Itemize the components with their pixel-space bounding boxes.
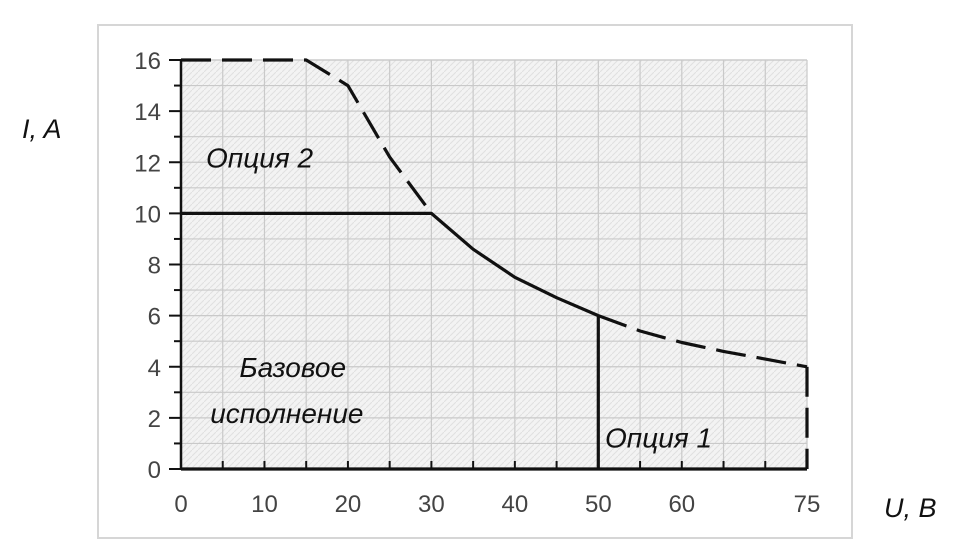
series-line-2 [181, 211, 599, 318]
y-tick-label: 8 [148, 253, 161, 280]
annotations: Опция 2 Базовое исполнение Опция 1 [206, 142, 712, 453]
y-tick-label: 12 [134, 150, 161, 177]
x-tick-label: 60 [668, 491, 695, 518]
y-tick-label: 16 [134, 48, 161, 75]
x-tick-label: 10 [251, 491, 278, 518]
tick-labels: 0 2 4 6 8 10 12 14 16 0 10 20 30 40 50 60 75 [134, 48, 820, 518]
y-tick-label: 2 [148, 406, 161, 433]
series-line-3 [597, 314, 808, 369]
y-tick-label: 0 [148, 457, 161, 484]
x-tick-label: 40 [502, 491, 529, 518]
x-tick-label: 30 [418, 491, 445, 518]
annotation-label: Опция 2 [206, 142, 314, 173]
y-axis-title: I, A [22, 114, 62, 144]
x-tick-label: 20 [335, 491, 362, 518]
x-tick-label: 50 [585, 491, 612, 518]
annotation-label: Базовое [239, 352, 346, 383]
series-group [181, 58, 809, 471]
x-tick-label: 75 [794, 491, 821, 518]
series-line-1 [181, 58, 433, 215]
x-tick-label: 0 [174, 491, 187, 518]
y-tick-label: 14 [134, 99, 161, 126]
annotation-label: Опция 1 [605, 422, 712, 453]
y-tick-label: 10 [134, 201, 161, 228]
x-axis-title: U, B [884, 493, 937, 523]
y-tick-label: 4 [148, 355, 161, 382]
y-tick-label: 6 [148, 304, 161, 331]
annotation-label: исполнение [210, 398, 363, 429]
axes [169, 59, 767, 470]
